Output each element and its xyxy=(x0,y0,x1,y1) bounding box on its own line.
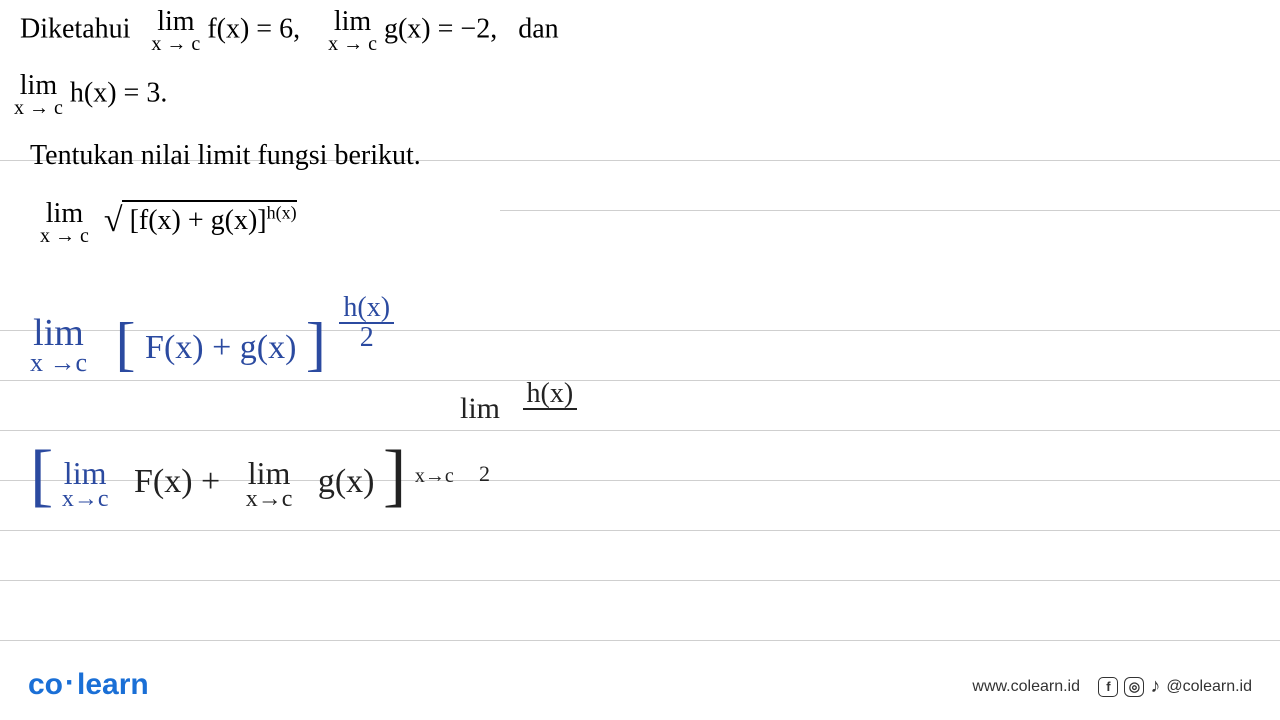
logo-dot-icon: · xyxy=(63,666,77,699)
logo-left: co xyxy=(28,668,63,701)
logo-right: learn xyxy=(77,668,149,701)
text-instruction: Tentukan nilai limit fungsi berikut. xyxy=(30,140,421,172)
facebook-icon: f xyxy=(1098,677,1118,697)
lim-fx: lim x → c xyxy=(151,8,200,54)
label-dan: dan xyxy=(518,13,558,44)
bracket-right-icon: ] xyxy=(306,311,326,377)
lim-gx: lim x → c xyxy=(328,8,377,54)
sqrt-icon: √ xyxy=(104,202,123,239)
lim-problem: lim x → c xyxy=(40,200,89,246)
lim-hx: lim x → c xyxy=(14,72,63,118)
hand-line2: [ lim x→c F(x) + lim x→c g(x) ] lim x→c … xyxy=(30,430,507,511)
hand-line1: lim x →c [ F(x) + g(x) ] h(x) 2 xyxy=(30,300,390,376)
problem-exponent: h(x) xyxy=(267,203,297,223)
social-block: f ◎ ♪ @colearn.id xyxy=(1098,675,1252,698)
logo: co·learn xyxy=(28,668,149,702)
bracket2-left-icon: [ xyxy=(30,437,53,514)
hand-exp1: h(x) 2 xyxy=(339,294,394,352)
hand-body1: F(x) + g(x) xyxy=(145,329,296,366)
website-url: www.colearn.id xyxy=(972,678,1080,696)
problem-expression: lim x → c √ [f(x) + g(x)]h(x) xyxy=(40,200,297,246)
bracket2-right-icon: ] xyxy=(383,437,406,514)
hand-exp2: lim x→c h(x) 2 xyxy=(415,445,507,482)
hand-lim2a: lim x→c xyxy=(62,457,109,511)
label-diketahui: Diketahui xyxy=(20,13,130,44)
hand-exp2-lim: lim x→c xyxy=(415,446,454,486)
text-lim-hx: lim x → c h(x) = 3. xyxy=(14,72,167,118)
bracket-left-icon: [ xyxy=(116,311,136,377)
hand-exp2-frac: h(x) 2 xyxy=(462,439,507,485)
hand-fx2: F(x) + xyxy=(134,463,220,500)
hand-gx2: g(x) xyxy=(318,463,375,500)
social-handle: @colearn.id xyxy=(1166,678,1252,696)
eq-hx: h(x) = 3. xyxy=(70,77,167,108)
hand-aside-frac: h(x) 2 xyxy=(523,380,578,438)
page-root: Diketahui lim x → c f(x) = 6, lim x → c … xyxy=(0,0,1280,720)
hand-lim-aside: lim xyxy=(460,394,500,424)
eq-gx: g(x) = −2, xyxy=(384,13,497,44)
eq-fx: f(x) = 6, xyxy=(207,13,300,44)
sqrt-wrap: √ [f(x) + g(x)]h(x) xyxy=(96,200,297,238)
hand-lim1: lim x →c xyxy=(30,314,87,376)
hand-lim2b: lim x→c xyxy=(246,457,293,511)
instagram-icon: ◎ xyxy=(1124,677,1144,697)
text-diketahui: Diketahui lim x → c f(x) = 6, lim x → c … xyxy=(20,8,559,54)
problem-body: [f(x) + g(x)] xyxy=(130,205,267,236)
footer: co·learn www.colearn.id f ◎ ♪ @colearn.i… xyxy=(0,662,1280,702)
tiktok-icon: ♪ xyxy=(1150,675,1160,698)
